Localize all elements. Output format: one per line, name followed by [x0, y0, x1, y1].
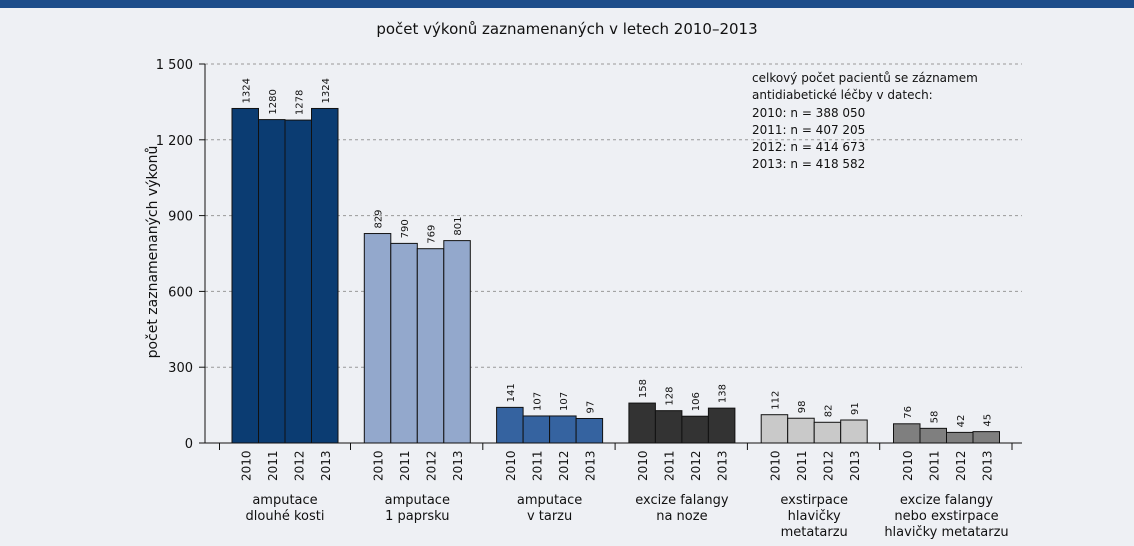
x-tick-label: 2013 [848, 450, 862, 481]
group-label: amputace 1 paprsku [385, 493, 450, 524]
bar [363, 233, 392, 444]
bar [919, 427, 947, 444]
x-tick-label: 2011 [795, 450, 809, 481]
value-label: 1324 [241, 78, 252, 103]
value-label: 98 [797, 401, 808, 414]
value-label: 76 [903, 406, 914, 419]
bar [813, 421, 842, 444]
group-label: amputace v tarzu [517, 493, 582, 524]
value-label: 138 [718, 384, 729, 403]
x-tick-label: 2013 [583, 450, 597, 481]
x-tick-label: 2011 [663, 450, 677, 481]
value-label: 829 [374, 209, 385, 228]
value-label: 801 [453, 217, 464, 236]
value-label: 58 [929, 411, 940, 424]
bar [549, 415, 577, 444]
top-bar [0, 0, 1134, 8]
group-label: excize falangy nebo exstirpace hlavičky me… [884, 493, 1008, 540]
bar [522, 415, 551, 444]
x-tick-label: 2010 [901, 450, 915, 481]
x-tick-label: 2012 [425, 450, 439, 481]
x-tick-label: 2013 [980, 450, 994, 481]
annotation: antidiabetické léčby v datech: [752, 88, 933, 102]
value-label: 769 [427, 225, 438, 244]
value-label: 1280 [268, 89, 279, 114]
bar [284, 119, 312, 444]
y-tick-label: 300 [168, 361, 193, 376]
bar [390, 242, 418, 444]
bar [893, 423, 921, 444]
bar [416, 248, 445, 444]
bar [840, 419, 868, 444]
bar [628, 402, 656, 444]
value-label: 42 [956, 415, 967, 428]
bar [707, 407, 736, 444]
x-tick-label: 2012 [821, 450, 835, 481]
x-tick-label: 2012 [292, 450, 306, 481]
bar [311, 107, 339, 444]
y-tick-label: 1 500 [156, 58, 193, 73]
value-label: 128 [665, 387, 676, 406]
value-label: 106 [691, 392, 702, 411]
value-label: 107 [559, 392, 570, 411]
bar [787, 417, 815, 444]
value-label: 1278 [294, 90, 305, 115]
x-tick-label: 2012 [954, 450, 968, 481]
annotation: 2013: n = 418 582 [752, 157, 865, 171]
value-label: 158 [638, 379, 649, 398]
value-label: 97 [585, 401, 596, 414]
value-label: 1324 [321, 78, 332, 103]
value-label: 790 [400, 219, 411, 238]
value-label: 112 [770, 391, 781, 410]
annotation: 2012: n = 414 673 [752, 140, 865, 154]
bar [946, 431, 974, 444]
bar [972, 431, 1000, 444]
x-tick-label: 2010 [239, 450, 253, 481]
bar [231, 107, 259, 444]
x-tick-label: 2010 [504, 450, 518, 481]
annotation: celkový počet pacientů se záznamem [752, 71, 978, 85]
y-tick-label: 0 [185, 437, 193, 452]
y-axis-label: počet zaznamenaných výkonů [145, 146, 161, 359]
bar [575, 417, 604, 444]
x-tick-label: 2010 [768, 450, 782, 481]
bar [496, 406, 524, 444]
chart-title: počet výkonů zaznamenaných v letech 2010… [376, 20, 757, 38]
bar [654, 410, 683, 444]
value-label: 91 [850, 402, 861, 415]
value-label: 82 [823, 405, 834, 418]
y-tick-label: 600 [168, 285, 193, 300]
x-tick-label: 2013 [451, 450, 465, 481]
x-tick-label: 2013 [319, 450, 333, 481]
group-label: exstirpace hlavičky metatarzu [780, 493, 848, 540]
x-tick-label: 2010 [372, 450, 386, 481]
bar [258, 119, 286, 444]
annotation: 2010: n = 388 050 [752, 106, 865, 120]
x-tick-label: 2011 [927, 450, 941, 481]
x-tick-label: 2011 [398, 450, 412, 481]
x-tick-label: 2012 [689, 450, 703, 481]
bar [681, 415, 709, 444]
group-label: excize falangy na noze [635, 493, 729, 524]
value-label: 107 [532, 392, 543, 411]
group-label: amputace dlouhé kosti [246, 493, 325, 524]
x-tick-label: 2011 [266, 450, 280, 481]
x-tick-label: 2010 [636, 450, 650, 481]
y-tick-label: 900 [168, 210, 193, 225]
annotation: 2011: n = 407 205 [752, 123, 865, 137]
y-tick-label: 1 200 [156, 134, 193, 149]
bar [443, 240, 471, 444]
bar [760, 414, 789, 444]
x-tick-label: 2011 [530, 450, 544, 481]
value-label: 141 [506, 383, 517, 402]
value-label: 45 [982, 414, 993, 427]
x-tick-label: 2013 [716, 450, 730, 481]
x-tick-label: 2012 [557, 450, 571, 481]
